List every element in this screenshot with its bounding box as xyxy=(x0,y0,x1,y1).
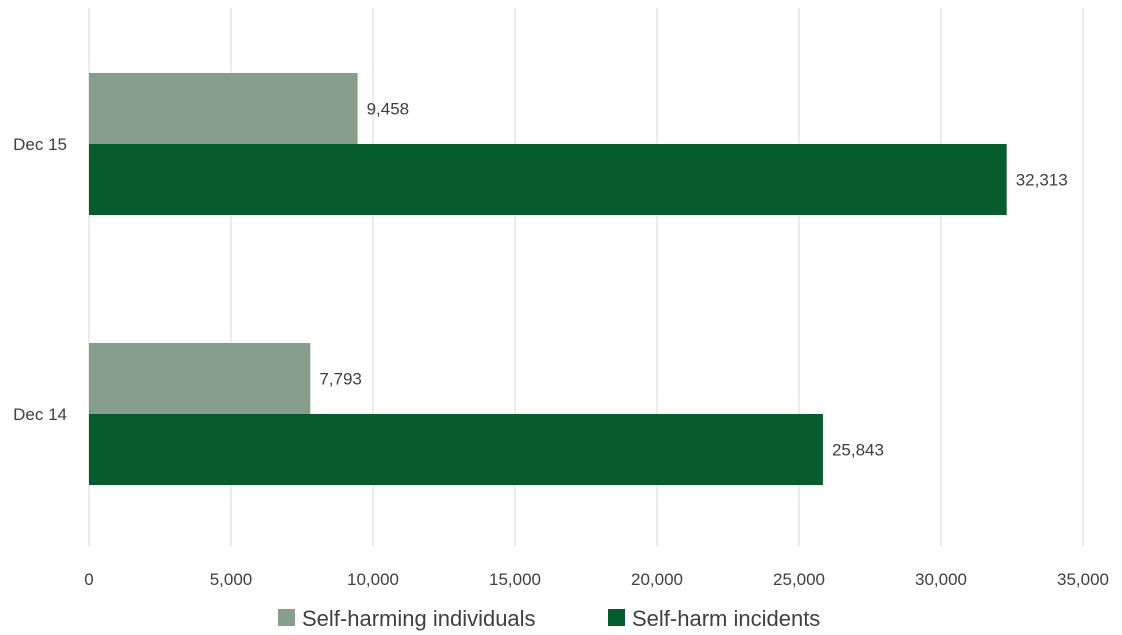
category-label: Dec 15 xyxy=(13,135,67,154)
x-tick-label: 10,000 xyxy=(347,570,399,589)
x-tick-label: 30,000 xyxy=(915,570,967,589)
x-tick-label: 25,000 xyxy=(773,570,825,589)
legend-label: Self-harming individuals xyxy=(302,606,536,631)
category-label: Dec 14 xyxy=(13,405,67,424)
bar xyxy=(89,414,823,485)
legend-label: Self-harm incidents xyxy=(632,606,820,631)
x-tick-label: 0 xyxy=(84,570,93,589)
x-tick-label: 35,000 xyxy=(1057,570,1109,589)
data-labels: 9,458 32,313 7,793 25,843 xyxy=(319,100,1067,460)
legend-swatch xyxy=(278,609,295,626)
bar xyxy=(89,343,311,414)
x-tick-label: 5,000 xyxy=(210,570,253,589)
legend-swatch xyxy=(608,609,625,626)
category-labels: Dec 15 Dec 14 xyxy=(13,135,67,424)
legend: Self-harming individuals Self-harm incide… xyxy=(278,606,820,631)
x-tick-label: 15,000 xyxy=(489,570,541,589)
bar xyxy=(89,144,1007,215)
x-axis-tick-labels: 0 5,000 10,000 15,000 20,000 25,000 30,000 35,0… xyxy=(84,570,1109,589)
bar xyxy=(89,73,358,144)
data-label: 9,458 xyxy=(367,100,410,119)
data-label: 7,793 xyxy=(319,370,362,389)
data-label: 25,843 xyxy=(832,441,884,460)
x-tick-label: 20,000 xyxy=(631,570,683,589)
data-label: 32,313 xyxy=(1016,171,1068,190)
bars xyxy=(89,73,1007,485)
